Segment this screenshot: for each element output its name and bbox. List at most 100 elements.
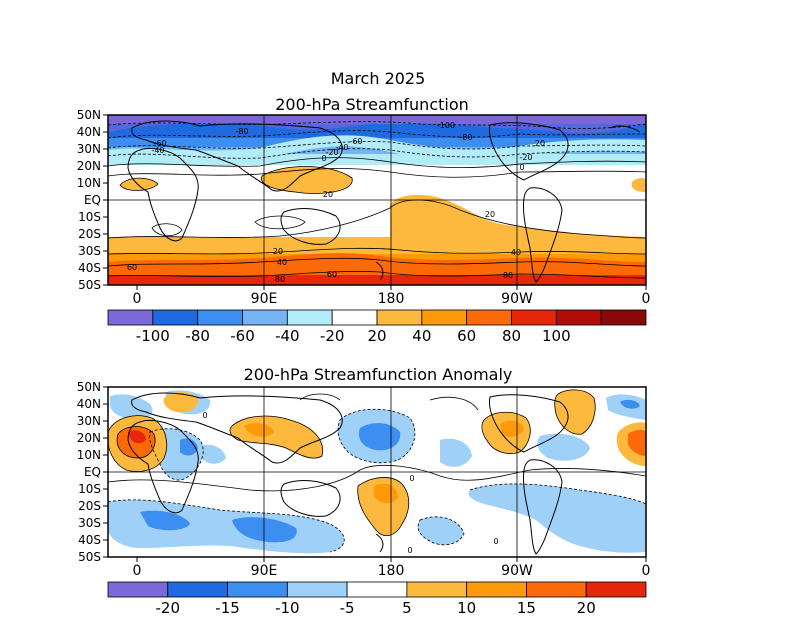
- colorbar-swatch: [227, 581, 288, 598]
- colorbar-swatch: [555, 309, 602, 326]
- lon-tick-label: 90W: [501, 563, 533, 579]
- lat-tick-label: 50N: [77, 108, 101, 122]
- bottom-panel-title: 200-hPa Streamfunction Anomaly: [244, 365, 513, 384]
- lon-tick-label: 0: [642, 291, 651, 307]
- colorbar-label: -15: [215, 599, 240, 617]
- lat-tick-label: 10N: [77, 176, 101, 190]
- colorbar-swatch: [107, 309, 154, 326]
- lat-tick-label: 10N: [77, 448, 101, 462]
- lat-tick-label: 40S: [78, 261, 101, 275]
- colorbar-label: -10: [275, 599, 300, 617]
- colorbar-swatch: [466, 309, 512, 326]
- colorbar-swatch: [286, 309, 333, 326]
- colorbar-swatch: [600, 309, 647, 326]
- top-contour-label: 40: [277, 258, 287, 267]
- top-contour-label: -60: [349, 137, 362, 146]
- lat-tick-label: 20S: [78, 227, 101, 241]
- colorbar-label: 10: [457, 599, 476, 617]
- top-map-fill: [108, 115, 646, 285]
- lat-tick-label: 30N: [77, 142, 101, 156]
- lon-tick-label: 90E: [251, 563, 278, 579]
- top-contour-label: -60: [153, 139, 166, 148]
- top-contour-label: 80: [275, 275, 285, 284]
- colorbar-swatch: [421, 309, 468, 326]
- lat-tick-label: EQ: [84, 465, 101, 479]
- colorbar-label: 20: [577, 599, 596, 617]
- top-contour-label: -80: [235, 127, 248, 136]
- lat-tick-label: 50N: [77, 380, 101, 394]
- bottom-grid-lines: [108, 387, 646, 557]
- lat-tick-label: 10S: [78, 210, 101, 224]
- top-latitude-axis: 50N 40N 30N 20N 10N EQ 10S 20S 30S 40S 50S: [77, 108, 108, 292]
- lon-tick-label: 180: [378, 563, 405, 579]
- colorbar-label: -20: [156, 599, 181, 617]
- colorbar-swatch: [197, 309, 243, 326]
- top-contour-label: 60: [127, 263, 137, 272]
- colorbar-swatch: [331, 309, 378, 326]
- colorbar-swatch: [167, 581, 228, 598]
- top-contour-label: 0: [519, 163, 524, 172]
- lat-tick-label: EQ: [84, 193, 101, 207]
- lon-tick-label: 0: [642, 563, 651, 579]
- bottom-contour-label: 0: [409, 474, 414, 483]
- bottom-contour-label: 0: [493, 537, 498, 546]
- colorbar-label: 15: [517, 599, 536, 617]
- top-contour-label: 80: [503, 271, 513, 280]
- top-contour-label: 60: [327, 270, 337, 279]
- lat-tick-label: 40N: [77, 125, 101, 139]
- colorbar-swatch: [286, 581, 348, 598]
- colorbar-swatch: [242, 309, 288, 326]
- colorbar-label: -40: [275, 327, 300, 345]
- colorbar-swatch: [526, 581, 587, 598]
- colorbar-swatch: [376, 309, 423, 326]
- top-contour-label-group: -100 -80 -80 -60 -60 -40 -40 -20 -20 0 0…: [127, 121, 545, 284]
- top-contour-label: 0: [321, 154, 326, 163]
- lon-tick-label: 90W: [501, 291, 533, 307]
- lat-tick-label: 50S: [78, 550, 101, 564]
- top-contour-label: -40: [335, 143, 348, 152]
- lat-tick-label: 20N: [77, 159, 101, 173]
- colorbar-swatch: [346, 581, 408, 598]
- colorbar-swatch: [152, 309, 199, 326]
- top-colorbar: -100 -80 -60 -40 -20 20 40 60 80 100: [107, 309, 647, 345]
- top-contour-label: 40: [511, 248, 521, 257]
- bottom-colorbar: -20 -15 -10 -5 5 10 15 20: [107, 581, 647, 617]
- lat-tick-label: 20N: [77, 431, 101, 445]
- colorbar-swatch: [585, 581, 647, 598]
- colorbar-label: 80: [502, 327, 521, 345]
- lat-tick-label: 30N: [77, 414, 101, 428]
- lat-tick-label: 20S: [78, 499, 101, 513]
- top-contour-label: -20: [325, 148, 338, 157]
- top-contour-label: 20: [323, 190, 333, 199]
- bottom-contour-label-group: 0 0 0 0: [202, 411, 498, 555]
- top-contour-label: 20: [273, 247, 283, 256]
- lon-tick-label: 0: [133, 563, 142, 579]
- colorbar-label: 100: [542, 327, 571, 345]
- bottom-contour-label: 0: [407, 546, 412, 555]
- lon-tick-label: 90E: [251, 291, 278, 307]
- colorbar-swatch: [466, 581, 527, 598]
- lat-tick-label: 40S: [78, 533, 101, 547]
- colorbar-swatch: [511, 309, 557, 326]
- colorbar-label: -5: [340, 599, 355, 617]
- top-contour-label: -100: [437, 121, 455, 130]
- top-contour-label: 20: [485, 210, 495, 219]
- colorbar-label: -80: [185, 327, 210, 345]
- top-contour-label: -40: [151, 146, 164, 155]
- lat-tick-label: 10S: [78, 482, 101, 496]
- colorbar-swatch: [107, 581, 169, 598]
- colorbar-label: 60: [457, 327, 476, 345]
- bottom-longitude-axis: 0 90E 180 90W 0: [133, 557, 651, 579]
- top-longitude-axis: 0 90E 180 90W 0: [133, 285, 651, 307]
- top-panel-title: 200-hPa Streamfunction: [275, 95, 469, 114]
- top-map-panel: -100 -80 -80 -60 -60 -40 -40 -20 -20 0 0…: [77, 108, 651, 307]
- lat-tick-label: 40N: [77, 397, 101, 411]
- lat-tick-label: 30S: [78, 244, 101, 258]
- colorbar-swatch: [406, 581, 468, 598]
- top-coastlines: [127, 120, 641, 283]
- colorbar-label: 20: [367, 327, 386, 345]
- top-grid-lines: [108, 115, 646, 285]
- lat-tick-label: 50S: [78, 278, 101, 292]
- lon-tick-label: 0: [133, 291, 142, 307]
- top-contour-label: -20: [519, 153, 532, 162]
